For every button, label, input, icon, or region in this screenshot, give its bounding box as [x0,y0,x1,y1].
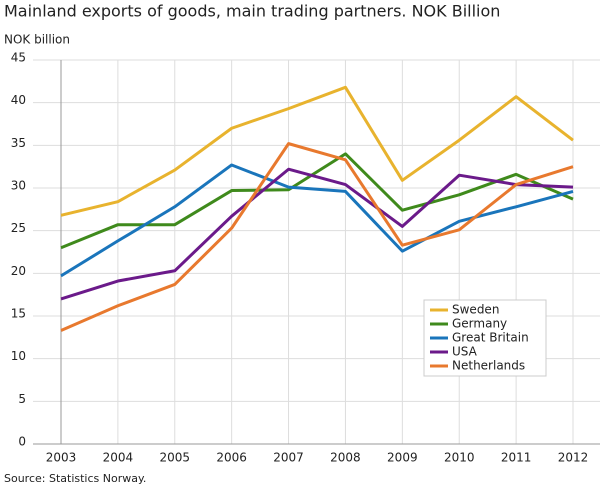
y-tick-label: 20 [11,264,26,278]
legend-label: Sweden [452,303,499,317]
y-axis-label: NOK billion [4,33,70,47]
y-tick-label: 10 [11,349,26,363]
x-tick-label: 2004 [103,451,134,465]
series-line [60,142,574,332]
legend-label: Great Britain [452,331,529,345]
x-tick-label: 2010 [444,451,475,465]
x-tick-label: 2008 [330,451,361,465]
y-tick-label: 35 [11,136,26,150]
y-tick-label: 30 [11,179,26,193]
legend-label: USA [452,345,478,359]
x-tick-label: 2012 [558,451,589,465]
x-tick-label: 2003 [46,451,77,465]
x-tick-label: 2011 [501,451,532,465]
y-tick-label: 0 [18,435,26,449]
chart-title: Mainland exports of goods, main trading … [4,2,500,21]
legend-label: Germany [452,317,507,331]
y-tick-label: 5 [18,392,26,406]
x-tick-label: 2007 [273,451,304,465]
series-line [60,85,574,217]
y-tick-label: 40 [11,93,26,107]
series-line [60,163,574,278]
x-tick-label: 2005 [160,451,191,465]
y-tick-label: 25 [11,221,26,235]
y-tick-label: 45 [11,51,26,65]
x-tick-label: 2006 [216,451,247,465]
legend-label: Netherlands [452,359,525,373]
x-tick-label: 2009 [387,451,418,465]
y-tick-label: 15 [11,307,26,321]
series-line [60,167,574,301]
source: Source: Statistics Norway. [4,472,146,485]
